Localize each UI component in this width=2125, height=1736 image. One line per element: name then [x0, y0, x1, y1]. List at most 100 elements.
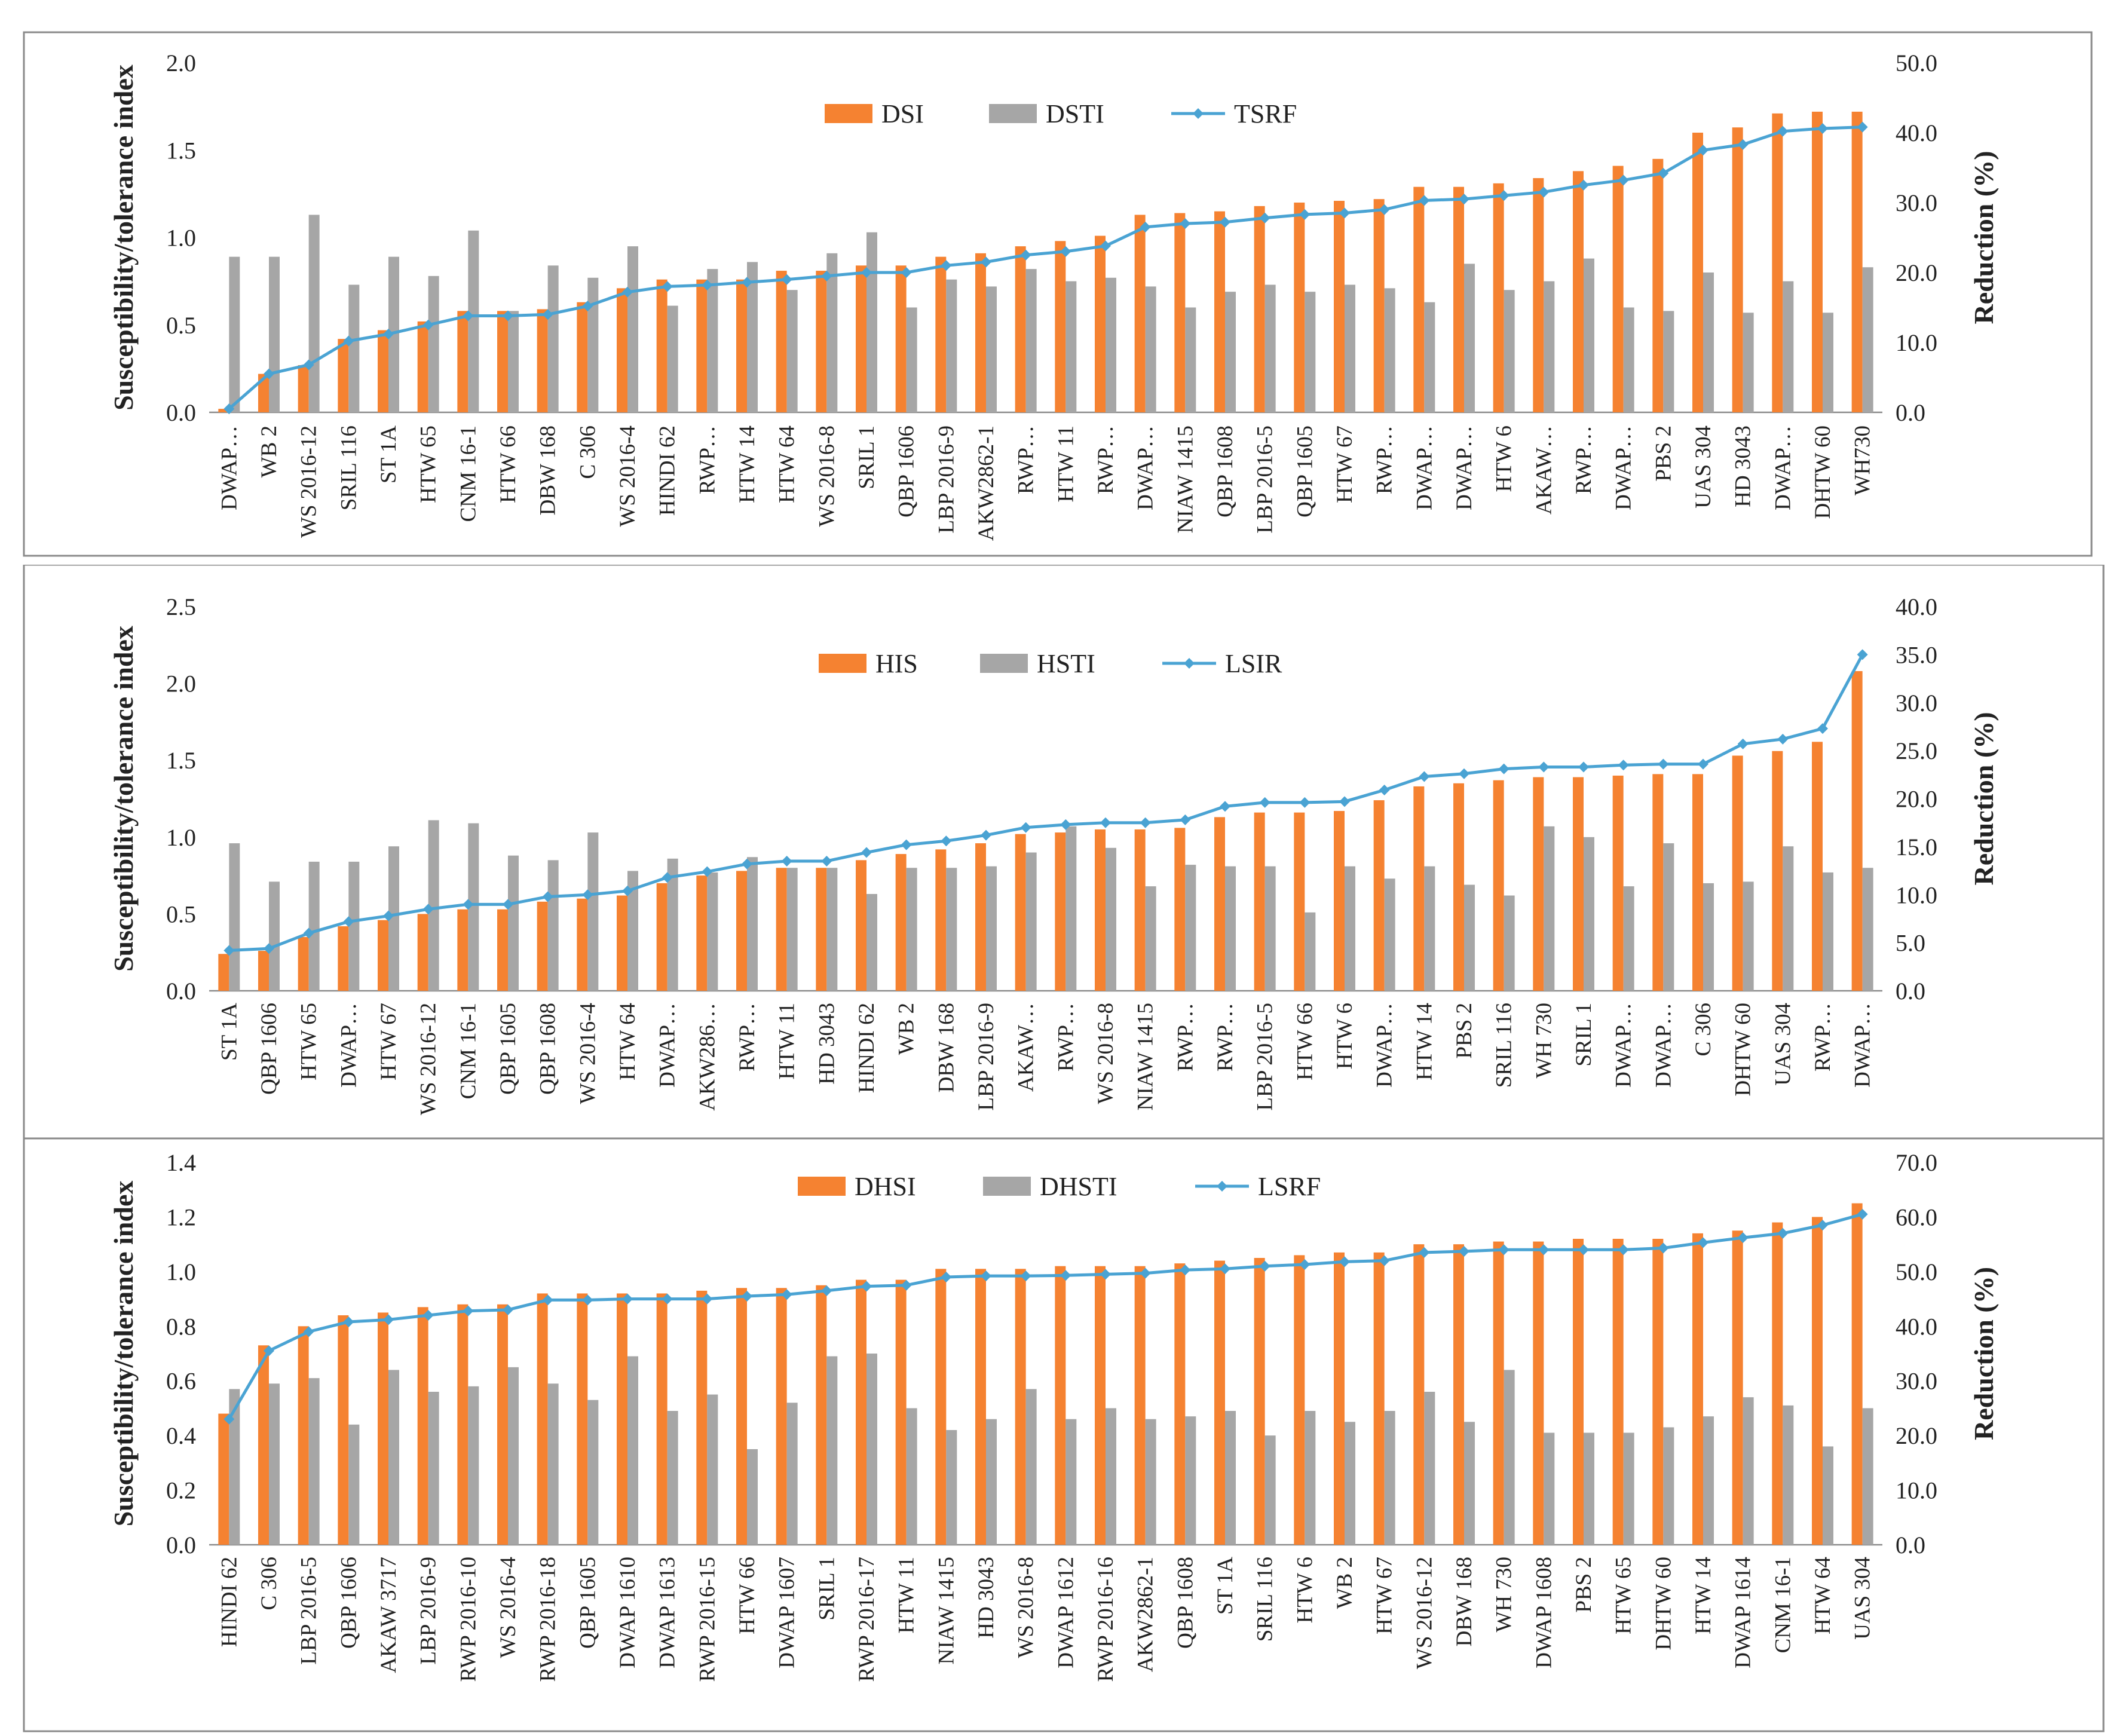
point-lsir: [1737, 738, 1749, 749]
y-tick-left: 0.4: [166, 1422, 196, 1449]
bar-dhsi: [1493, 1241, 1504, 1545]
bar-his: [1015, 834, 1026, 991]
category-label: RWP 2016-16: [1094, 1557, 1118, 1682]
category-label: DWAP…: [1771, 425, 1795, 510]
bar-dhsi: [1453, 1244, 1464, 1545]
category-label: WH 730: [1492, 1557, 1517, 1632]
bar-dhsi: [696, 1290, 708, 1545]
bar-dsti: [1862, 267, 1873, 412]
point-lsir: [1140, 817, 1151, 828]
category-label: LBP 2016-9: [417, 1557, 441, 1665]
y-tick-right: 30.0: [1896, 690, 1937, 717]
bar-dsti: [707, 269, 718, 412]
legend-label-bar1: DSI: [881, 99, 924, 128]
bar-dsti: [786, 290, 798, 412]
bar-dhsti: [348, 1424, 360, 1545]
point-lsir: [781, 855, 792, 867]
category-label: RWP…: [1173, 1003, 1198, 1071]
bar-dhsi: [1294, 1255, 1305, 1545]
point-lsir: [383, 910, 394, 921]
category-label: NIAW 1415: [1173, 425, 1198, 533]
bar-dsi: [816, 271, 827, 412]
bar-his: [935, 849, 947, 991]
y-tick-left: 0.5: [166, 901, 196, 927]
bar-dhsi: [1652, 1239, 1664, 1545]
bar-hsti: [388, 846, 399, 991]
point-lsrf: [742, 1291, 752, 1302]
bar-hsti: [1783, 846, 1794, 991]
bar-his: [1174, 828, 1186, 991]
legend-swatch-bar1: [825, 104, 872, 123]
bar-dhsti: [1504, 1370, 1515, 1545]
point-lsir: [1220, 801, 1230, 812]
bar-dsti: [1544, 281, 1555, 412]
bar-his: [656, 883, 667, 991]
bar-dhsi: [1533, 1241, 1544, 1545]
bar-hsti: [587, 832, 599, 991]
bar-his: [1294, 812, 1305, 991]
point-lsrf: [503, 1304, 513, 1315]
bar-his: [1533, 777, 1544, 991]
y-tick-right: 30.0: [1896, 1368, 1937, 1395]
bar-his: [1692, 774, 1703, 991]
bar-dhsti: [508, 1367, 519, 1545]
point-tsrf: [702, 280, 713, 291]
y-tick-left: 0.5: [166, 312, 196, 339]
bar-dsti: [508, 311, 519, 412]
chart-heat: 0.0 0.5 1.0 1.5 2.0 2.5 0.0 5.0 10.0 15.0 20.0 25.0…: [23, 565, 2105, 1138]
category-label: AKW286…: [695, 1003, 719, 1111]
category-label: LBP 2016-5: [1253, 1003, 1278, 1111]
bar-dsi: [736, 279, 747, 412]
point-lsir: [861, 847, 872, 858]
bar-his: [895, 854, 907, 991]
point-tsrf: [1538, 186, 1550, 198]
bar-dsi: [1692, 133, 1703, 412]
category-label: HTW 6: [1492, 425, 1517, 492]
bar-his: [1573, 777, 1584, 991]
bar-his: [1134, 829, 1146, 991]
y-tick-left: 1.5: [166, 137, 196, 164]
bar-dhsti: [627, 1356, 638, 1545]
category-label: HD 3043: [1731, 425, 1756, 507]
bar-his: [617, 895, 627, 991]
bar-hsti: [508, 855, 519, 991]
bar-hsti: [1663, 843, 1674, 991]
point-lsir: [821, 855, 832, 867]
category-label: RWP…: [1014, 425, 1039, 494]
bar-hsti: [707, 872, 718, 991]
bar-dsti: [747, 262, 758, 412]
point-lsrf: [1299, 1259, 1310, 1270]
category-label: DWAP…: [1612, 1003, 1636, 1088]
category-label: PBS 2: [1452, 1003, 1477, 1059]
point-lsrf: [1857, 1208, 1868, 1220]
point-lsrf: [264, 1345, 274, 1357]
bar-his: [1612, 775, 1624, 991]
y-tick-right: 50.0: [1896, 1259, 1937, 1285]
bar-dsti: [348, 284, 360, 412]
bar-his: [1453, 783, 1464, 991]
point-lsrf: [1737, 1232, 1749, 1244]
bar-dhsti: [786, 1403, 798, 1545]
bar-dsi: [457, 311, 469, 412]
bar-dsti: [1264, 284, 1276, 412]
category-label: DWAP…: [1651, 1003, 1676, 1088]
bar-his: [378, 920, 388, 991]
point-lsir: [303, 927, 314, 939]
bar-dhsti: [1584, 1432, 1594, 1545]
category-label: NIAW 1415: [1134, 1003, 1158, 1110]
line-lsrf: [228, 1213, 1863, 1420]
bar-dhsti: [468, 1386, 479, 1545]
point-lsir: [662, 872, 673, 883]
y-tick-right: 25.0: [1896, 737, 1937, 764]
point-lsir: [1100, 817, 1111, 828]
bar-his: [298, 936, 309, 991]
bar-dsti: [468, 230, 479, 412]
point-lsrf: [1060, 1270, 1071, 1281]
y-tick-left: 0.8: [166, 1313, 196, 1340]
bar-dsi: [1055, 241, 1066, 412]
bar-dhsti: [1305, 1411, 1316, 1545]
bar-dhsti: [707, 1394, 718, 1545]
bar-hsti: [826, 868, 838, 991]
bar-dsi: [1214, 211, 1225, 412]
bar-dhsi: [736, 1288, 747, 1545]
